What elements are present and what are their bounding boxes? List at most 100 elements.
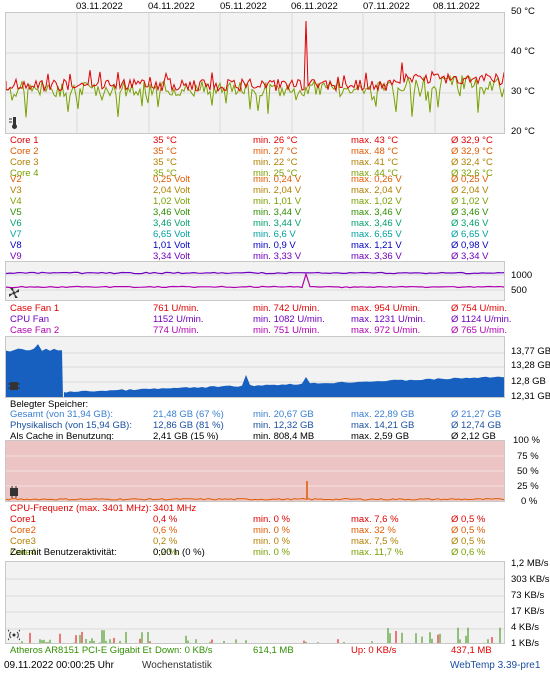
sensor-name: V5: [10, 207, 22, 218]
sensor-name: Core3: [10, 536, 36, 547]
fan-row: Case Fan 2 774 U/min. min. 751 U/min. max. …: [10, 325, 550, 336]
avg-value: Ø 2,12 GB: [451, 431, 496, 442]
network-up-total: 437,1 MB: [451, 645, 492, 656]
current-value: 3,46 Volt: [153, 218, 190, 229]
min-value: min. 25 °C: [253, 168, 298, 179]
weekly-stats-link[interactable]: Wochenstatistik: [142, 660, 212, 671]
date-label: 08.11.2022: [433, 1, 480, 12]
avg-value: Ø 765 U/min.: [451, 325, 507, 336]
cpu-axis-label: 50 %: [517, 466, 539, 477]
net-axis-label: 73 KB/s: [511, 590, 545, 601]
date-label: 05.11.2022: [220, 1, 267, 12]
network-antenna-icon: [8, 629, 20, 641]
avg-value: Ø 0,6 %: [451, 547, 486, 558]
min-value: min. 0 %: [253, 536, 290, 547]
current-value: 1,01 Volt: [153, 240, 190, 251]
voltage-row: V8 1,01 Volt min. 0,9 V max. 1,21 V Ø 0,98 V: [10, 240, 550, 251]
max-value: max. 41 °C: [351, 157, 399, 168]
max-value: max. 2,04 V: [351, 185, 402, 196]
cpu-core-row: Core3 0,2 % min. 0 % max. 7,5 % Ø 0,5 %: [10, 536, 550, 547]
min-value: min. 27 °C: [253, 146, 298, 157]
sensor-name: Core4: [10, 547, 36, 558]
min-value: min. 0 %: [253, 525, 290, 536]
memory-graph: [6, 344, 504, 397]
max-value: max. 7,5 %: [351, 536, 399, 547]
max-value: max. 32 %: [351, 525, 396, 536]
avg-value: Ø 754 U/min.: [451, 303, 507, 314]
avg-value: Ø 0,5 %: [451, 536, 486, 547]
max-value: max. 3,46 V: [351, 207, 402, 218]
min-value: min. 1082 U/min.: [253, 314, 325, 325]
net-axis-label: 1 KB/s: [511, 638, 539, 649]
date-label: 07.11.2022: [363, 1, 410, 12]
current-value: 6,65 Volt: [153, 229, 190, 240]
temperature-row: Core 1 35 °C min. 26 °C max. 43 °C Ø 32,9 °C: [10, 135, 550, 146]
network-down-rate: Down: 0 KB/s: [155, 645, 213, 656]
sensor-name: V3: [10, 185, 22, 196]
temp-axis-label: 50 °C: [511, 6, 535, 17]
max-value: max. 11,7 %: [351, 547, 404, 558]
current-value: 35 °C: [153, 168, 177, 179]
min-value: min. 20,67 GB: [253, 409, 314, 420]
temperature-graph: [6, 13, 504, 133]
max-value: max. 972 U/min.: [351, 325, 421, 336]
min-value: min. 808,4 MB: [253, 431, 315, 442]
current-value: 12,86 GB (81 %): [153, 420, 224, 431]
temperature-row: Core 4 35 °C min. 25 °C max. 44 °C Ø 32,6 °C: [10, 168, 550, 179]
temp-axis-label: 40 °C: [511, 46, 535, 57]
avg-value: Ø 3,46 V: [451, 207, 489, 218]
sensor-name: Core 1: [10, 135, 39, 146]
max-value: max. 3,46 V: [351, 218, 402, 229]
max-value: max. 954 U/min.: [351, 303, 421, 314]
temperature-row: Core 2 35 °C min. 27 °C max. 48 °C Ø 32,9 °C: [10, 146, 550, 157]
sensor-name: Core 4: [10, 168, 39, 179]
sensor-name: Core2: [10, 525, 36, 536]
sensor-name: Core1: [10, 514, 36, 525]
max-value: max. 44 °C: [351, 168, 399, 179]
min-value: min. 3,44 V: [253, 218, 302, 229]
min-value: min. 0 %: [253, 547, 290, 558]
current-value: 35 °C: [153, 157, 177, 168]
avg-value: Ø 2,04 V: [451, 185, 489, 196]
current-value: 3,46 Volt: [153, 207, 190, 218]
min-value: min. 3,44 V: [253, 207, 302, 218]
cpu-axis-label: 100 %: [513, 435, 540, 446]
sensor-name: Als Cache in Benutzung:: [10, 431, 115, 442]
sensor-name: V2: [10, 174, 22, 185]
current-value: 0,2 %: [153, 536, 178, 547]
avg-value: Ø 0,98 V: [451, 240, 489, 251]
avg-value: Ø 1124 U/min.: [451, 314, 512, 325]
min-value: min. 0,24 V: [253, 174, 302, 185]
avg-value: Ø 32,4 °C: [451, 157, 493, 168]
avg-value: Ø 21,27 GB: [451, 409, 502, 420]
mem-axis-label: 13,77 GB: [511, 346, 550, 357]
cpu-core-row: Core1 0,4 % min. 0 % max. 7,6 % Ø 0,5 %: [10, 514, 550, 525]
sensor-name: Core 3: [10, 157, 39, 168]
cpu-core-row: Core2 0,6 % min. 0 % max. 32 % Ø 0,5 %: [10, 525, 550, 536]
min-value: min. 12,32 GB: [253, 420, 314, 431]
mem-axis-label: 12,8 GB: [511, 376, 546, 387]
current-value: 35 °C: [153, 135, 177, 146]
current-value: 0,2 %: [153, 547, 178, 558]
current-value: 2,04 Volt: [153, 185, 190, 196]
sensor-name: Core 2: [10, 146, 39, 157]
max-value: max. 3,36 V: [351, 251, 402, 262]
date-label: 04.11.2022: [148, 1, 195, 12]
min-value: min. 751 U/min.: [253, 325, 320, 336]
net-axis-label: 4 KB/s: [511, 622, 539, 633]
cpu-axis-label: 75 %: [517, 451, 539, 462]
cpu-load-chart: [5, 440, 505, 502]
net-axis-label: 17 KB/s: [511, 606, 545, 617]
max-value: max. 14,21 GB: [351, 420, 415, 431]
temp-axis-label: 30 °C: [511, 86, 535, 97]
current-value: 3,34 Volt: [153, 251, 190, 262]
memory-chart: [5, 336, 505, 398]
max-value: max. 7,6 %: [351, 514, 399, 525]
min-value: min. 742 U/min.: [253, 303, 320, 314]
min-value: min. 1,01 V: [253, 196, 302, 207]
date-label: 06.11.2022: [291, 1, 338, 12]
network-adapter-name: Atheros AR8151 PCI-E Gigabit Et: [10, 645, 152, 656]
min-value: min. 26 °C: [253, 135, 298, 146]
max-value: max. 0,26 V: [351, 174, 402, 185]
sensor-name: V8: [10, 240, 22, 251]
